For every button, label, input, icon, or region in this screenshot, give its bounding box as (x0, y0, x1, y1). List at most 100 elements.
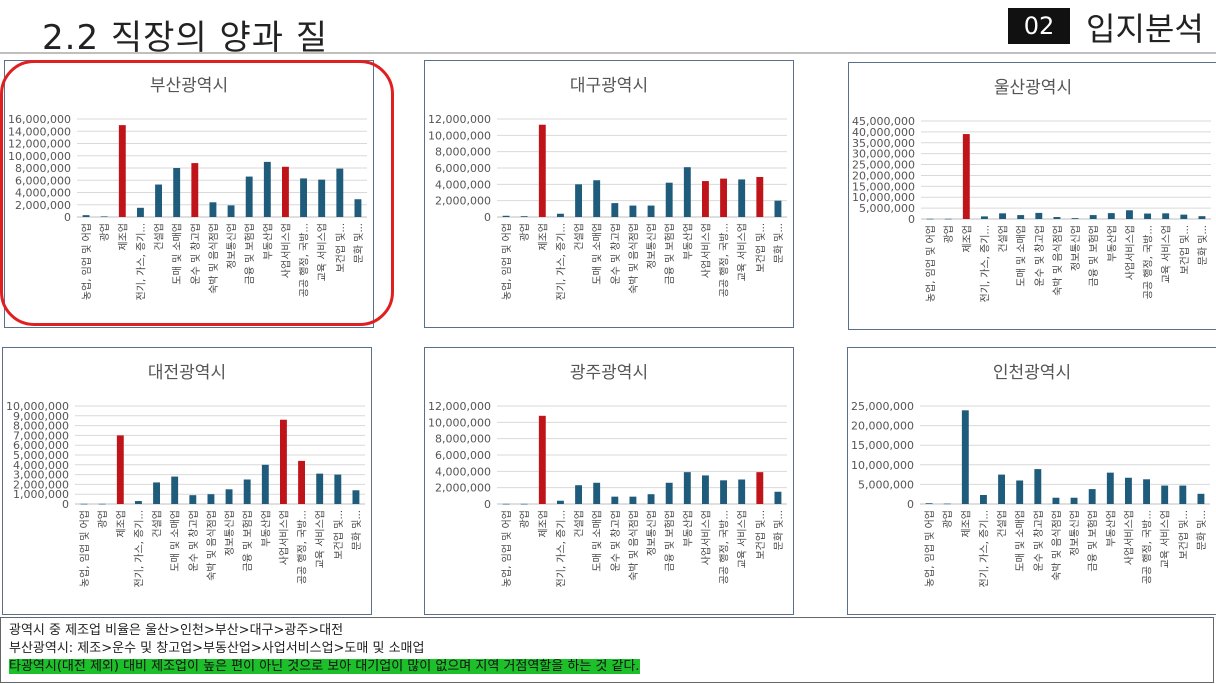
y-tick-label: 0 (484, 498, 491, 511)
x-tick-label: 전기, 가스, 증기... (133, 510, 145, 587)
bar-chart: 02,000,0004,000,0006,000,0008,000,00010,… (428, 400, 787, 587)
x-tick-label: 도매 및 소매업 (171, 223, 184, 285)
section-title: 입지분석 (1086, 10, 1204, 48)
x-tick-label: 금융 및 보험업 (663, 510, 676, 572)
title-divider (0, 52, 1216, 54)
y-tick-label: 6,000,000 (13, 439, 69, 452)
x-tick-label: 금융 및 보험업 (663, 223, 676, 285)
y-tick-label: 0 (907, 498, 914, 511)
x-tick-label: 숙박 및 음식점업 (1050, 510, 1063, 581)
chart-panel: 대구광역시 0 2,000,000 4,000,000 6,000,000 8,000,0… (424, 60, 794, 328)
bar (316, 473, 324, 504)
bar (999, 213, 1007, 219)
bar (774, 200, 782, 217)
y-tick-label: 7,000,000 (13, 429, 69, 442)
bar (701, 475, 709, 504)
x-tick-label: 교육 서비스업 (736, 223, 749, 281)
bar (261, 464, 269, 504)
y-tick-label: 3,000,000 (13, 469, 69, 482)
bar (720, 480, 728, 504)
bar (738, 179, 746, 217)
y-tick-label: 25,000,000 (852, 159, 915, 172)
x-tick-label: 숙박 및 음식점업 (627, 223, 640, 294)
bar-chart: 02,000,0004,000,0006,000,0008,000,00010,… (8, 113, 367, 300)
x-tick-label: 숙박 및 음식점업 (205, 510, 218, 581)
bar (683, 472, 691, 504)
y-tick-label: 15,000,000 (851, 439, 914, 452)
bar (575, 184, 583, 217)
bar (575, 485, 583, 504)
y-tick-label: 16,000,000 (8, 113, 71, 126)
bar (1088, 489, 1096, 504)
x-tick-label: 공공 행정, 국방... (1143, 225, 1155, 299)
bar (683, 167, 691, 217)
bar (1034, 469, 1042, 504)
bar (1161, 485, 1169, 504)
y-tick-label: 10,000,000 (8, 150, 71, 163)
bar (962, 134, 970, 219)
x-tick-label: 보건업 및... (334, 223, 347, 273)
y-tick-label: 2,000,000 (15, 199, 71, 212)
x-tick-label: 정보통신업 (1068, 510, 1081, 556)
x-tick-label: 부동산업 (681, 510, 694, 547)
note-line-3: 타광역시(대전 제외) 대비 제조업이 높은 편이 아닌 것으로 보아 대기업이… (9, 659, 640, 674)
x-tick-label: 교육 서비스업 (314, 510, 327, 568)
x-tick-label: 도매 및 소매업 (591, 510, 604, 572)
x-tick-label: 사업서비스업 (279, 223, 292, 278)
y-tick-label: 30,000,000 (852, 148, 915, 161)
x-tick-label: 전기, 가스, 증기... (978, 510, 990, 587)
x-tick-label: 전기, 가스, 증기... (555, 510, 567, 587)
y-tick-label: 5,000,000 (13, 449, 69, 462)
x-tick-label: 도매 및 소매업 (169, 510, 182, 572)
x-tick-label: 부동산업 (681, 223, 694, 260)
x-tick-label: 제조업 (116, 223, 129, 251)
bar (1198, 216, 1206, 219)
x-tick-label: 운수 및 창고업 (609, 223, 622, 285)
x-tick-label: 숙박 및 음식점업 (1051, 225, 1064, 296)
x-tick-label: 제조업 (114, 510, 127, 538)
bar (191, 163, 199, 217)
x-tick-label: 농업, 임업 및 어업 (80, 223, 93, 300)
bar (1107, 213, 1115, 219)
bar (593, 482, 601, 504)
bar (520, 503, 528, 505)
x-tick-label: 정보통신업 (645, 223, 658, 269)
y-tick-label: 6,000,000 (435, 449, 491, 462)
x-tick-label: 부동산업 (261, 223, 274, 260)
x-tick-label: 문화 및... (1196, 510, 1208, 550)
page-title: 2.2 직장의 양과 질 (42, 18, 329, 58)
y-tick-label: 0 (64, 211, 71, 224)
x-tick-label: 건설업 (573, 510, 586, 538)
bar (279, 419, 287, 504)
y-tick-label: 10,000,000 (852, 191, 915, 204)
bar (82, 215, 90, 217)
y-tick-label: 12,000,000 (428, 113, 491, 126)
y-tick-label: 35,000,000 (852, 137, 915, 150)
x-tick-label: 제조업 (536, 223, 549, 251)
x-tick-label: 부동산업 (1104, 510, 1117, 547)
x-tick-label: 문화 및... (353, 223, 365, 263)
x-tick-label: 보건업 및... (1178, 225, 1191, 275)
y-tick-label: 14,000,000 (8, 125, 71, 138)
y-tick-label: 12,000,000 (8, 138, 71, 151)
x-tick-label: 금융 및 보험업 (1087, 225, 1100, 287)
x-tick-label: 제조업 (960, 225, 973, 253)
bar-chart: 01,000,0002,000,0003,000,0004,000,0005,0… (6, 400, 365, 587)
bar (538, 415, 546, 504)
y-tick-label: 25,000,000 (851, 400, 914, 413)
bar (1162, 213, 1170, 219)
y-tick-label: 45,000,000 (852, 115, 915, 128)
x-tick-label: 도매 및 소매업 (1014, 510, 1027, 572)
y-tick-label: 10,000,000 (428, 129, 491, 142)
chart-title: 광주광역시 (569, 363, 649, 383)
x-tick-label: 사업서비스업 (277, 510, 290, 565)
y-tick-label: 4,000,000 (435, 465, 491, 478)
x-tick-label: 운수 및 창고업 (609, 510, 622, 572)
x-tick-label: 정보통신업 (223, 510, 236, 556)
bar (134, 501, 142, 504)
x-tick-label: 운수 및 창고업 (1033, 225, 1046, 287)
bar (173, 168, 181, 217)
x-tick-label: 보건업 및... (754, 510, 767, 560)
chart-title: 인천광역시 (992, 363, 1072, 383)
bar (171, 476, 179, 504)
